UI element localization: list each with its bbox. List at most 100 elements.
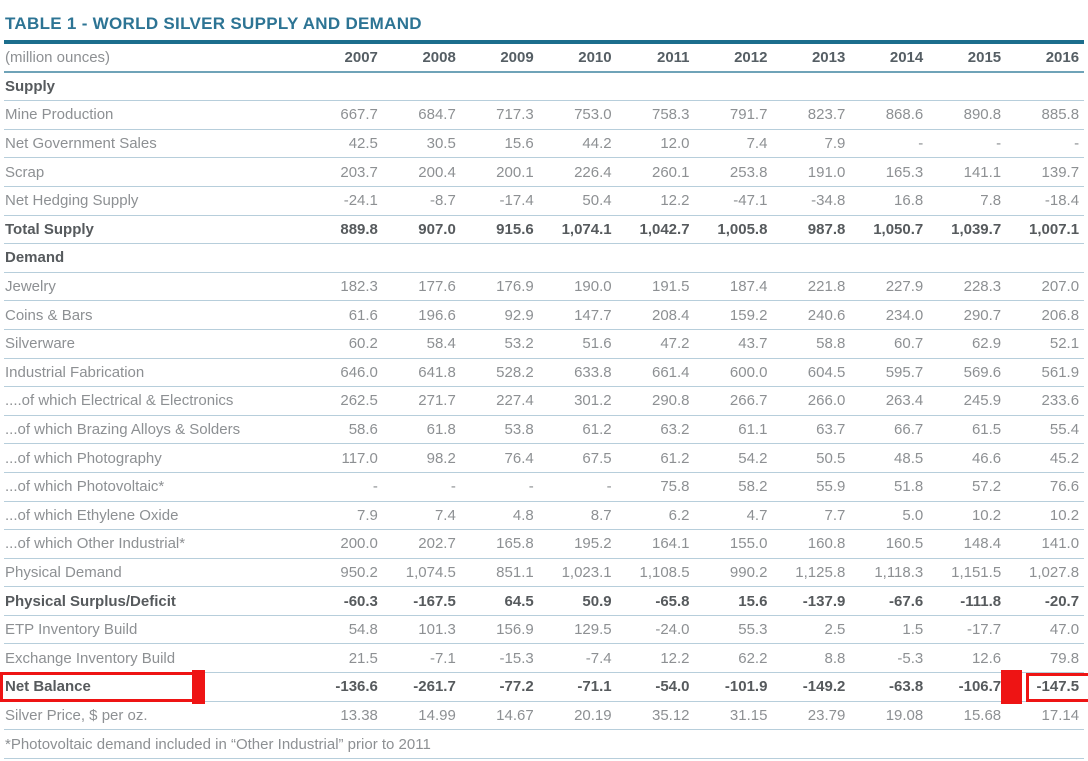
cell-of-which-ethylene-oxide-2009: 4.8 [512,506,534,524]
cell-scrap-2010: 226.4 [574,163,612,181]
cell-etp-inventory-build-2016: 47.0 [1049,621,1080,639]
year-header-2016: 2016 [1045,48,1080,66]
cell-scrap-2015: 141.1 [963,163,1002,181]
cell-net-balance-2010: -71.1 [577,678,612,696]
cell-total-supply-2012: 1,005.8 [717,220,768,238]
silver-supply-demand-table: (million ounces) 2007 2008 2009 2010 2011 201… [0,40,1088,759]
table-row-net-balance: Net Balance -136.6 -261.7 -77.2 -71.1 -54.0 -1… [0,670,1088,705]
cell-etp-inventory-build-2012: 55.3 [738,621,768,639]
cell-scrap-2008: 200.4 [418,163,456,181]
cell-jewelry-2008: 177.6 [418,278,456,296]
cell-net-balance-2012: -101.9 [724,678,768,696]
table-row-supply: Supply [4,73,1084,102]
row-label-etp-inventory-build: ETP Inventory Build [5,621,138,639]
cell-scrap-2011: 260.1 [651,163,690,181]
table-row-net-government-sales: Net Government Sales 42.5 30.5 15.6 44.2 12.0… [4,130,1084,159]
cell-jewelry-2015: 228.3 [963,278,1002,296]
cell-exchange-inventory-build-2009: -15.3 [499,649,534,667]
year-header-2007: 2007 [344,48,378,66]
row-label-supply: Supply [5,77,56,95]
year-header-2012: 2012 [734,48,768,66]
row-label-net-government-sales: Net Government Sales [5,135,157,153]
row-label-mine-production: Mine Production [5,106,114,124]
cell-of-which-other-industrial-2016: 141.0 [1041,535,1080,553]
cell-physical-surplus-deficit-2011: -65.8 [655,592,690,610]
cell-of-which-electrical-electronics-2016: 233.6 [1041,392,1080,410]
cell-of-which-brazing-alloys-solders-2012: 61.1 [738,421,768,439]
cell-of-which-brazing-alloys-solders-2010: 61.2 [582,421,612,439]
units-label: (million ounces) [5,48,111,66]
cell-etp-inventory-build-2015: -17.7 [966,621,1002,639]
cell-etp-inventory-build-2010: 129.5 [574,621,612,639]
cell-net-balance-2013: -149.2 [802,678,846,696]
year-header-2011: 2011 [656,48,690,66]
cell-of-which-ethylene-oxide-2015: 10.2 [971,506,1002,524]
cell-of-which-brazing-alloys-solders-2011: 63.2 [660,421,690,439]
cell-industrial-fabrication-2010: 633.8 [574,363,612,381]
cell-of-which-photovoltaic-2010: - [606,478,612,496]
cell-jewelry-2012: 187.4 [729,278,768,296]
cell-of-which-other-industrial-2015: 148.4 [963,535,1002,553]
cell-industrial-fabrication-2014: 595.7 [885,363,924,381]
cell-net-balance-2009: -77.2 [499,678,534,696]
year-header-2008: 2008 [422,48,456,66]
cell-scrap-2012: 253.8 [729,163,768,181]
cell-silverware-2012: 43.7 [738,335,768,353]
cell-silver-price-per-oz-2016: 17.14 [1041,706,1080,724]
cell-total-supply-2010: 1,074.1 [561,220,612,238]
row-label-of-which-photography: ...of which Photography [5,449,162,467]
cell-physical-surplus-deficit-2012: 15.6 [738,592,768,610]
cell-physical-surplus-deficit-2014: -67.6 [889,592,924,610]
row-label-of-which-brazing-alloys-solders: ...of which Brazing Alloys & Solders [5,421,241,439]
cell-silverware-2013: 58.8 [816,335,846,353]
table-row-etp-inventory-build: ETP Inventory Build 54.8 101.3 156.9 129.5 -2… [4,616,1084,645]
cell-etp-inventory-build-2014: 1.5 [902,621,924,639]
cell-scrap-2013: 191.0 [807,163,846,181]
cell-industrial-fabrication-2013: 604.5 [807,363,846,381]
cell-of-which-brazing-alloys-solders-2016: 55.4 [1049,421,1080,439]
cell-of-which-ethylene-oxide-2012: 4.7 [746,506,768,524]
cell-of-which-photovoltaic-2009: - [528,478,534,496]
year-header-2010: 2010 [578,48,612,66]
cell-exchange-inventory-build-2008: -7.1 [429,649,456,667]
cell-of-which-photography-2014: 48.5 [894,449,924,467]
cell-of-which-electrical-electronics-2009: 227.4 [496,392,534,410]
cell-of-which-brazing-alloys-solders-2015: 61.5 [971,421,1002,439]
cell-exchange-inventory-build-2016: 79.8 [1049,649,1080,667]
cell-coins-bars-2015: 290.7 [963,306,1002,324]
table-header-row: (million ounces) 2007 2008 2009 2010 2011 201… [4,44,1084,73]
cell-physical-surplus-deficit-2007: -60.3 [343,592,378,610]
cell-of-which-ethylene-oxide-2013: 7.7 [824,506,846,524]
row-label-of-which-ethylene-oxide: ...of which Ethylene Oxide [5,506,179,524]
cell-silver-price-per-oz-2009: 14.67 [496,706,534,724]
cell-of-which-ethylene-oxide-2008: 7.4 [434,506,456,524]
cell-physical-demand-2010: 1,023.1 [561,563,612,581]
cell-net-government-sales-2014: - [918,135,924,153]
cell-mine-production-2012: 791.7 [729,106,768,124]
table-row-physical-demand: Physical Demand 950.2 1,074.5 851.1 1,023.1 1… [4,559,1084,588]
cell-silver-price-per-oz-2010: 20.19 [574,706,612,724]
cell-silverware-2009: 53.2 [504,335,534,353]
cell-of-which-photovoltaic-2016: 76.6 [1049,478,1080,496]
cell-silverware-2015: 62.9 [971,335,1002,353]
cell-coins-bars-2010: 147.7 [574,306,612,324]
table-title: TABLE 1 - WORLD SILVER SUPPLY AND DEMAND [5,14,422,33]
cell-silver-price-per-oz-2012: 31.15 [729,706,768,724]
cell-silver-price-per-oz-2014: 19.08 [885,706,924,724]
cell-of-which-photography-2009: 76.4 [504,449,534,467]
cell-exchange-inventory-build-2015: 12.6 [971,649,1002,667]
cell-physical-demand-2014: 1,118.3 [874,563,924,581]
cell-net-government-sales-2009: 15.6 [504,135,534,153]
cell-of-which-brazing-alloys-solders-2008: 61.8 [426,421,456,439]
cell-silverware-2016: 52.1 [1049,335,1080,353]
table-row-total-supply: Total Supply 889.8 907.0 915.6 1,074.1 1,042.… [4,216,1084,245]
cell-of-which-other-industrial-2014: 160.5 [885,535,924,553]
cell-of-which-photography-2012: 54.2 [738,449,768,467]
cell-net-government-sales-2013: 7.9 [824,135,846,153]
cell-industrial-fabrication-2011: 661.4 [651,363,690,381]
table-row-silverware: Silverware 60.2 58.4 53.2 51.6 47.2 43.7 58.8 60… [4,330,1084,359]
cell-coins-bars-2011: 208.4 [651,306,690,324]
cell-net-hedging-supply-2010: 50.4 [582,192,612,210]
cell-jewelry-2007: 182.3 [340,278,378,296]
cell-scrap-2014: 165.3 [885,163,924,181]
